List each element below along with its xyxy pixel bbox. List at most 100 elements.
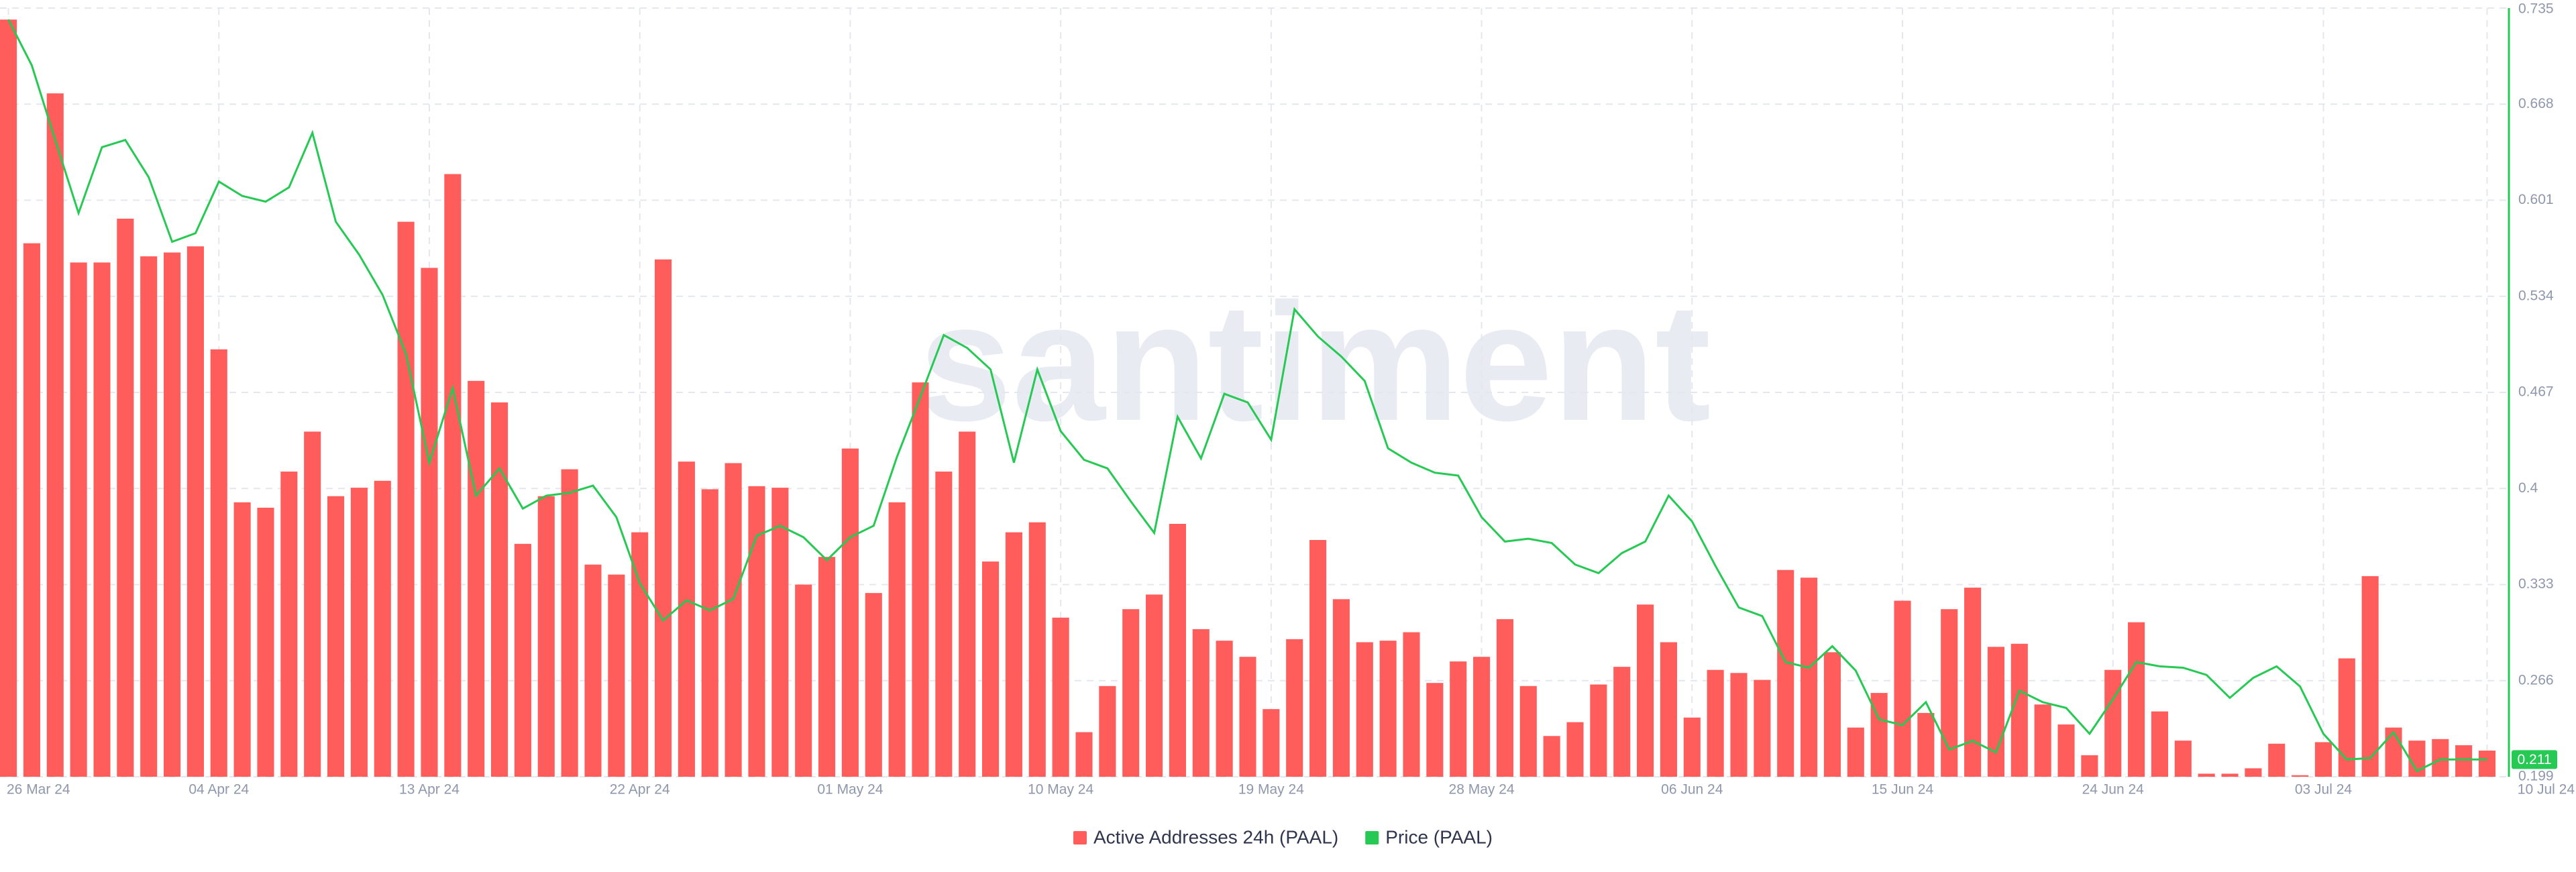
bar: [117, 219, 134, 777]
y2-tick-label: 0.735: [2518, 1, 2554, 17]
bar: [1192, 629, 1210, 777]
bar: [186, 246, 204, 777]
bar: [2338, 658, 2355, 777]
bar: [1637, 604, 1654, 777]
bar: [421, 268, 438, 777]
bar: [257, 507, 274, 777]
bar: [1566, 722, 1584, 777]
bar: [935, 472, 953, 777]
bar: [1052, 617, 1069, 777]
x-tick-label: 10 Jul 24: [2518, 782, 2575, 798]
bar: [397, 221, 415, 777]
bar: [1801, 578, 1818, 777]
bar: [1099, 686, 1116, 777]
bar: [2104, 669, 2122, 777]
bar: [1754, 679, 1771, 777]
y2-tick-label: 0.601: [2518, 192, 2554, 207]
bar: [210, 349, 227, 777]
bar: [1987, 647, 2004, 777]
bar: [1894, 600, 1911, 777]
bar: [631, 532, 649, 777]
bar: [444, 174, 462, 777]
bar: [2361, 576, 2379, 777]
bar: [959, 431, 976, 777]
x-tick-label: 01 May 24: [817, 782, 883, 798]
bar: [1660, 642, 1677, 777]
legend-swatch: [1073, 831, 1087, 844]
y2-tick-label: 0.4: [2518, 480, 2538, 496]
bar: [46, 93, 64, 777]
bar: [1216, 641, 1233, 777]
y2-tick-label: 0.333: [2518, 576, 2554, 592]
bar: [1356, 642, 1373, 777]
bar: [1286, 639, 1303, 777]
y2-tick-label: 0.467: [2518, 384, 2554, 400]
bar: [0, 19, 17, 777]
x-tick-label: 19 May 24: [1238, 782, 1304, 798]
bar: [1239, 657, 1256, 777]
bar: [561, 469, 578, 777]
bar: [865, 593, 882, 777]
bar: [1450, 661, 1467, 777]
bar: [841, 448, 859, 777]
x-tick-label: 10 May 24: [1028, 782, 1093, 798]
bar: [1496, 619, 1513, 777]
bar: [2432, 739, 2449, 777]
bar: [70, 262, 87, 777]
bar: [1847, 727, 1864, 777]
bar: [2151, 711, 2168, 777]
bar: [1917, 712, 1935, 777]
bar: [701, 489, 718, 777]
bar: [1309, 540, 1327, 777]
bar: [1613, 667, 1631, 777]
bar: [1122, 609, 1140, 777]
bar: [1543, 736, 1560, 777]
legend-label: Active Addresses 24h (PAAL): [1093, 826, 1338, 847]
price-line: [7, 19, 2487, 773]
bar: [608, 574, 625, 777]
bar: [2034, 704, 2051, 777]
bar: [912, 382, 929, 777]
bar: [1590, 684, 1607, 777]
bar: [1473, 657, 1491, 777]
bar: [374, 480, 391, 777]
bar: [327, 496, 345, 777]
bar: [93, 262, 111, 777]
bar: [537, 496, 555, 777]
x-tick-label: 06 Jun 24: [1661, 782, 1723, 798]
legend-swatch: [1365, 831, 1379, 844]
last-value-badge: [2512, 750, 2557, 769]
x-tick-label: 26 Mar 24: [7, 782, 70, 798]
last-value-label: 0.211: [2518, 752, 2552, 767]
bar: [1730, 673, 1748, 777]
bar: [1379, 641, 1397, 777]
bar: [491, 402, 508, 777]
bar: [2057, 724, 2075, 777]
bar: [678, 461, 695, 777]
bar: [304, 431, 321, 777]
bar: [1028, 522, 1046, 777]
bar: [748, 486, 765, 777]
bar: [140, 256, 158, 777]
bar: [1941, 609, 1958, 777]
y2-tick-label: 0.266: [2518, 672, 2554, 688]
legend: Active Addresses 24h (PAAL) Price (PAAL): [1073, 826, 1493, 847]
bar: [2268, 743, 2286, 777]
bar: [468, 380, 485, 777]
bar: [2478, 751, 2496, 777]
legend-label: Price (PAAL): [1385, 826, 1493, 847]
bar: [2385, 727, 2402, 777]
bar: [2174, 741, 2192, 777]
bar: [164, 252, 181, 777]
watermark-dot: [1622, 376, 1638, 392]
bar: [1426, 683, 1444, 777]
y2-tick-label: 0.668: [2518, 96, 2554, 111]
bar: [982, 561, 1000, 777]
bar: [2198, 773, 2215, 777]
bar: [280, 472, 298, 777]
bar: [1263, 709, 1280, 777]
bar: [23, 243, 40, 777]
bar: [655, 259, 672, 777]
